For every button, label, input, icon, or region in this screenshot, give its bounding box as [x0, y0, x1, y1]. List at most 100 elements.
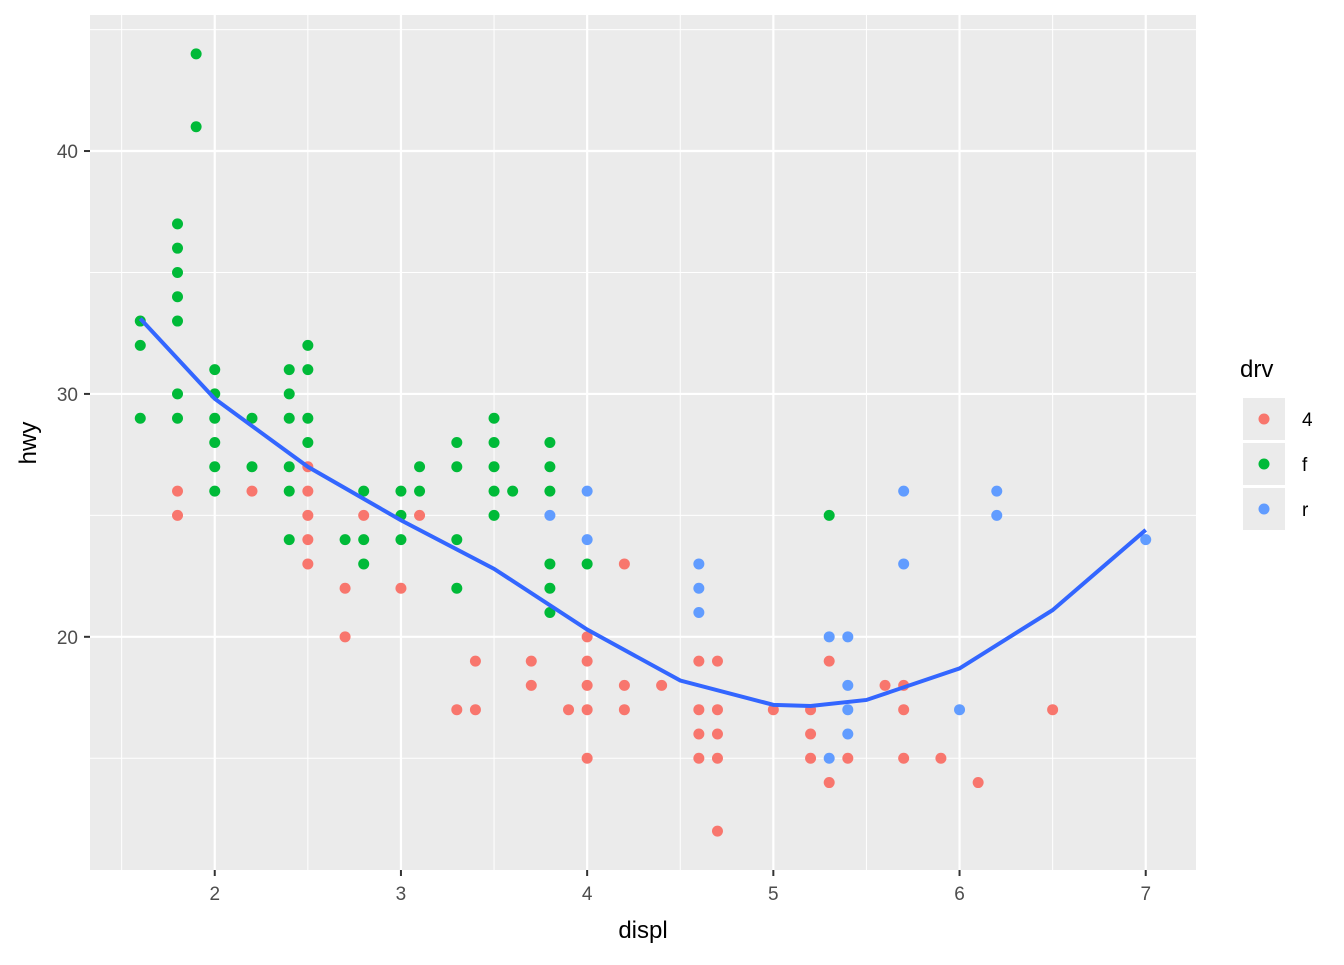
- point: [451, 437, 463, 448]
- point: [618, 558, 630, 570]
- point: [581, 679, 593, 691]
- point: [823, 655, 835, 667]
- point: [823, 631, 835, 643]
- point: [693, 582, 705, 594]
- point: [283, 461, 295, 473]
- point: [525, 655, 537, 667]
- panel: [90, 15, 1196, 870]
- point: [544, 509, 556, 521]
- point: [488, 461, 500, 473]
- point: [1047, 704, 1059, 716]
- point: [693, 728, 705, 740]
- point: [302, 339, 314, 351]
- legend-title: drv: [1240, 356, 1273, 383]
- point: [563, 704, 575, 716]
- point: [693, 752, 705, 764]
- point: [711, 704, 723, 716]
- point: [544, 437, 556, 448]
- legend-label: 4: [1302, 410, 1313, 431]
- point: [488, 509, 500, 521]
- y-tick-label: 30: [57, 385, 78, 406]
- point: [618, 679, 630, 691]
- point: [711, 728, 723, 740]
- x-axis-title: displ: [618, 917, 667, 944]
- point: [283, 364, 295, 376]
- point: [209, 485, 221, 497]
- point: [339, 534, 351, 546]
- legend-label: r: [1302, 500, 1309, 521]
- point: [767, 704, 779, 716]
- point: [302, 364, 314, 376]
- y-tick-label: 20: [57, 628, 78, 649]
- point: [544, 461, 556, 473]
- point: [581, 752, 593, 764]
- point: [414, 509, 426, 521]
- point: [172, 266, 184, 278]
- point: [842, 679, 854, 691]
- y-tick-label: 40: [57, 142, 78, 163]
- point: [302, 485, 314, 497]
- point: [302, 412, 314, 424]
- point: [302, 558, 314, 570]
- point: [935, 752, 947, 764]
- point: [842, 704, 854, 716]
- point: [842, 631, 854, 643]
- point: [134, 339, 146, 351]
- point: [302, 534, 314, 546]
- point: [358, 509, 370, 521]
- point: [488, 485, 500, 497]
- point: [451, 534, 463, 546]
- point: [823, 777, 835, 789]
- point: [358, 485, 370, 497]
- point: [898, 485, 910, 497]
- point: [451, 704, 463, 716]
- point: [339, 582, 351, 594]
- point: [991, 485, 1003, 497]
- point: [581, 655, 593, 667]
- point: [302, 509, 314, 521]
- point: [469, 704, 481, 716]
- point: [395, 485, 407, 497]
- point: [618, 704, 630, 716]
- point: [581, 704, 593, 716]
- point: [898, 704, 910, 716]
- point: [172, 485, 184, 497]
- point: [544, 582, 556, 594]
- point: [693, 704, 705, 716]
- point: [693, 607, 705, 619]
- point: [581, 534, 593, 546]
- point: [842, 752, 854, 764]
- point: [414, 461, 426, 473]
- point: [246, 461, 258, 473]
- point: [544, 607, 556, 619]
- point: [172, 242, 184, 254]
- x-tick-label: 6: [954, 884, 965, 905]
- point: [246, 485, 258, 497]
- point: [302, 437, 314, 448]
- point: [581, 631, 593, 643]
- point: [358, 558, 370, 570]
- point: [842, 728, 854, 740]
- point: [395, 534, 407, 546]
- point: [711, 655, 723, 667]
- point: [898, 752, 910, 764]
- point: [469, 655, 481, 667]
- x-tick-label: 7: [1140, 884, 1151, 905]
- point: [172, 412, 184, 424]
- point: [209, 437, 221, 448]
- point: [451, 582, 463, 594]
- point: [991, 509, 1003, 521]
- point: [898, 558, 910, 570]
- point: [1140, 534, 1152, 546]
- x-tick-label: 4: [582, 884, 593, 905]
- point: [805, 728, 817, 740]
- point: [544, 485, 556, 497]
- point: [544, 558, 556, 570]
- point: [823, 509, 835, 521]
- point: [190, 48, 202, 60]
- point: [581, 485, 593, 497]
- point: [395, 582, 407, 594]
- x-tick-label: 5: [768, 884, 779, 905]
- point: [711, 825, 723, 837]
